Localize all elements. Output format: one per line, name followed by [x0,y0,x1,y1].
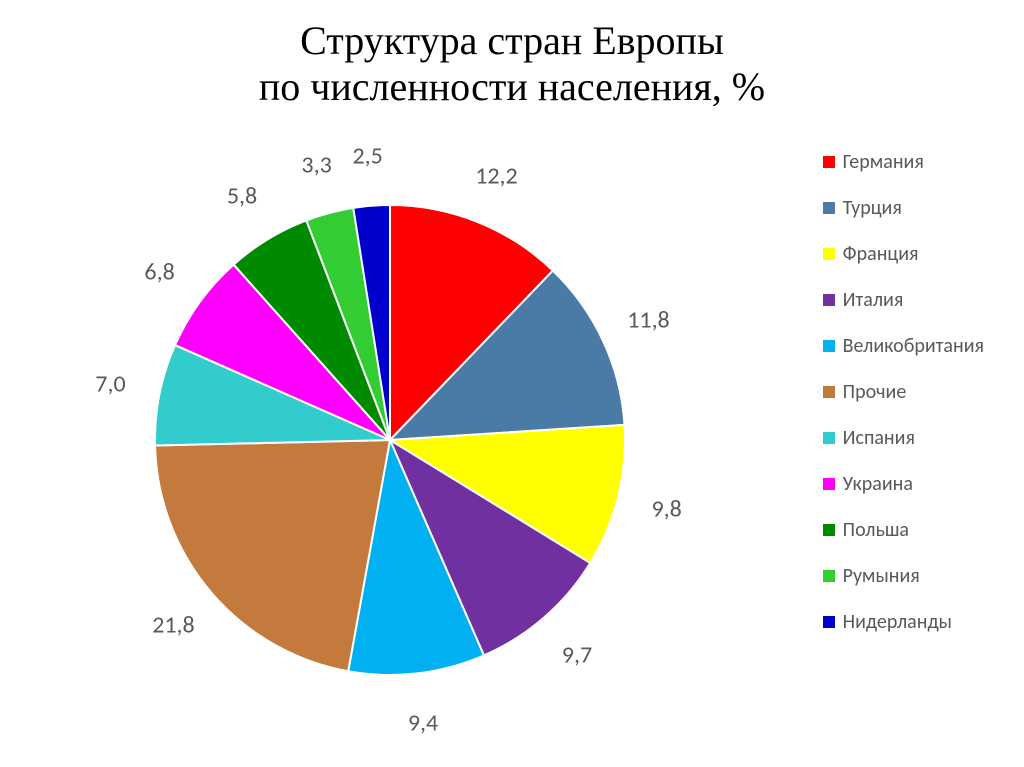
slice-value-label: 12,2 [475,161,517,190]
legend-item: Франция [823,242,984,266]
legend-label: Германия [843,150,924,174]
legend-label: Нидерланды [843,610,952,634]
legend-item: Испания [823,426,984,450]
legend-swatch [823,340,835,352]
legend-item: Польша [823,518,984,542]
legend-swatch [823,386,835,398]
legend-swatch [823,156,835,168]
legend-label: Турция [843,196,902,220]
slice-value-label: 9,8 [651,494,681,523]
slice-value-label: 6,8 [144,258,174,287]
legend-label: Италия [843,288,904,312]
slice-value-label: 7,0 [95,370,125,399]
legend-label: Польша [843,518,909,542]
legend-item: Турция [823,196,984,220]
legend-item: Нидерланды [823,610,984,634]
chart-area: 12,2 11,8 9,8 9,7 9,4 21,8 7,0 6,8 5,8 3,3 2,5 Гер… [0,130,1024,750]
legend-label: Испания [843,426,915,450]
legend-item: Великобритания [823,334,984,358]
legend-label: Великобритания [843,334,984,358]
slice-value-label: 5,8 [227,182,257,211]
legend-label: Франция [843,242,919,266]
legend-swatch [823,248,835,260]
legend-swatch [823,570,835,582]
slice-value-label: 21,8 [152,611,194,640]
legend-item: Германия [823,150,984,174]
slice-value-label: 2,5 [352,141,382,170]
legend-swatch [823,202,835,214]
slice-value-label: 9,4 [408,709,438,738]
slice-value-label: 3,3 [301,150,331,179]
chart-title: Структура стран Европыпо численности нас… [0,0,1024,110]
legend-item: Румыния [823,564,984,588]
legend-swatch [823,294,835,306]
legend-label: Прочие [843,380,907,404]
legend-swatch [823,478,835,490]
legend-swatch [823,616,835,628]
legend-item: Италия [823,288,984,312]
legend-item: Украина [823,472,984,496]
legend-item: Прочие [823,380,984,404]
slice-value-label: 9,7 [562,641,592,670]
legend-label: Украина [843,472,913,496]
legend: Германия Турция Франция Италия Великобритани… [823,150,984,656]
legend-swatch [823,432,835,444]
legend-label: Румыния [843,564,920,588]
legend-swatch [823,524,835,536]
slice-value-label: 11,8 [627,305,669,334]
